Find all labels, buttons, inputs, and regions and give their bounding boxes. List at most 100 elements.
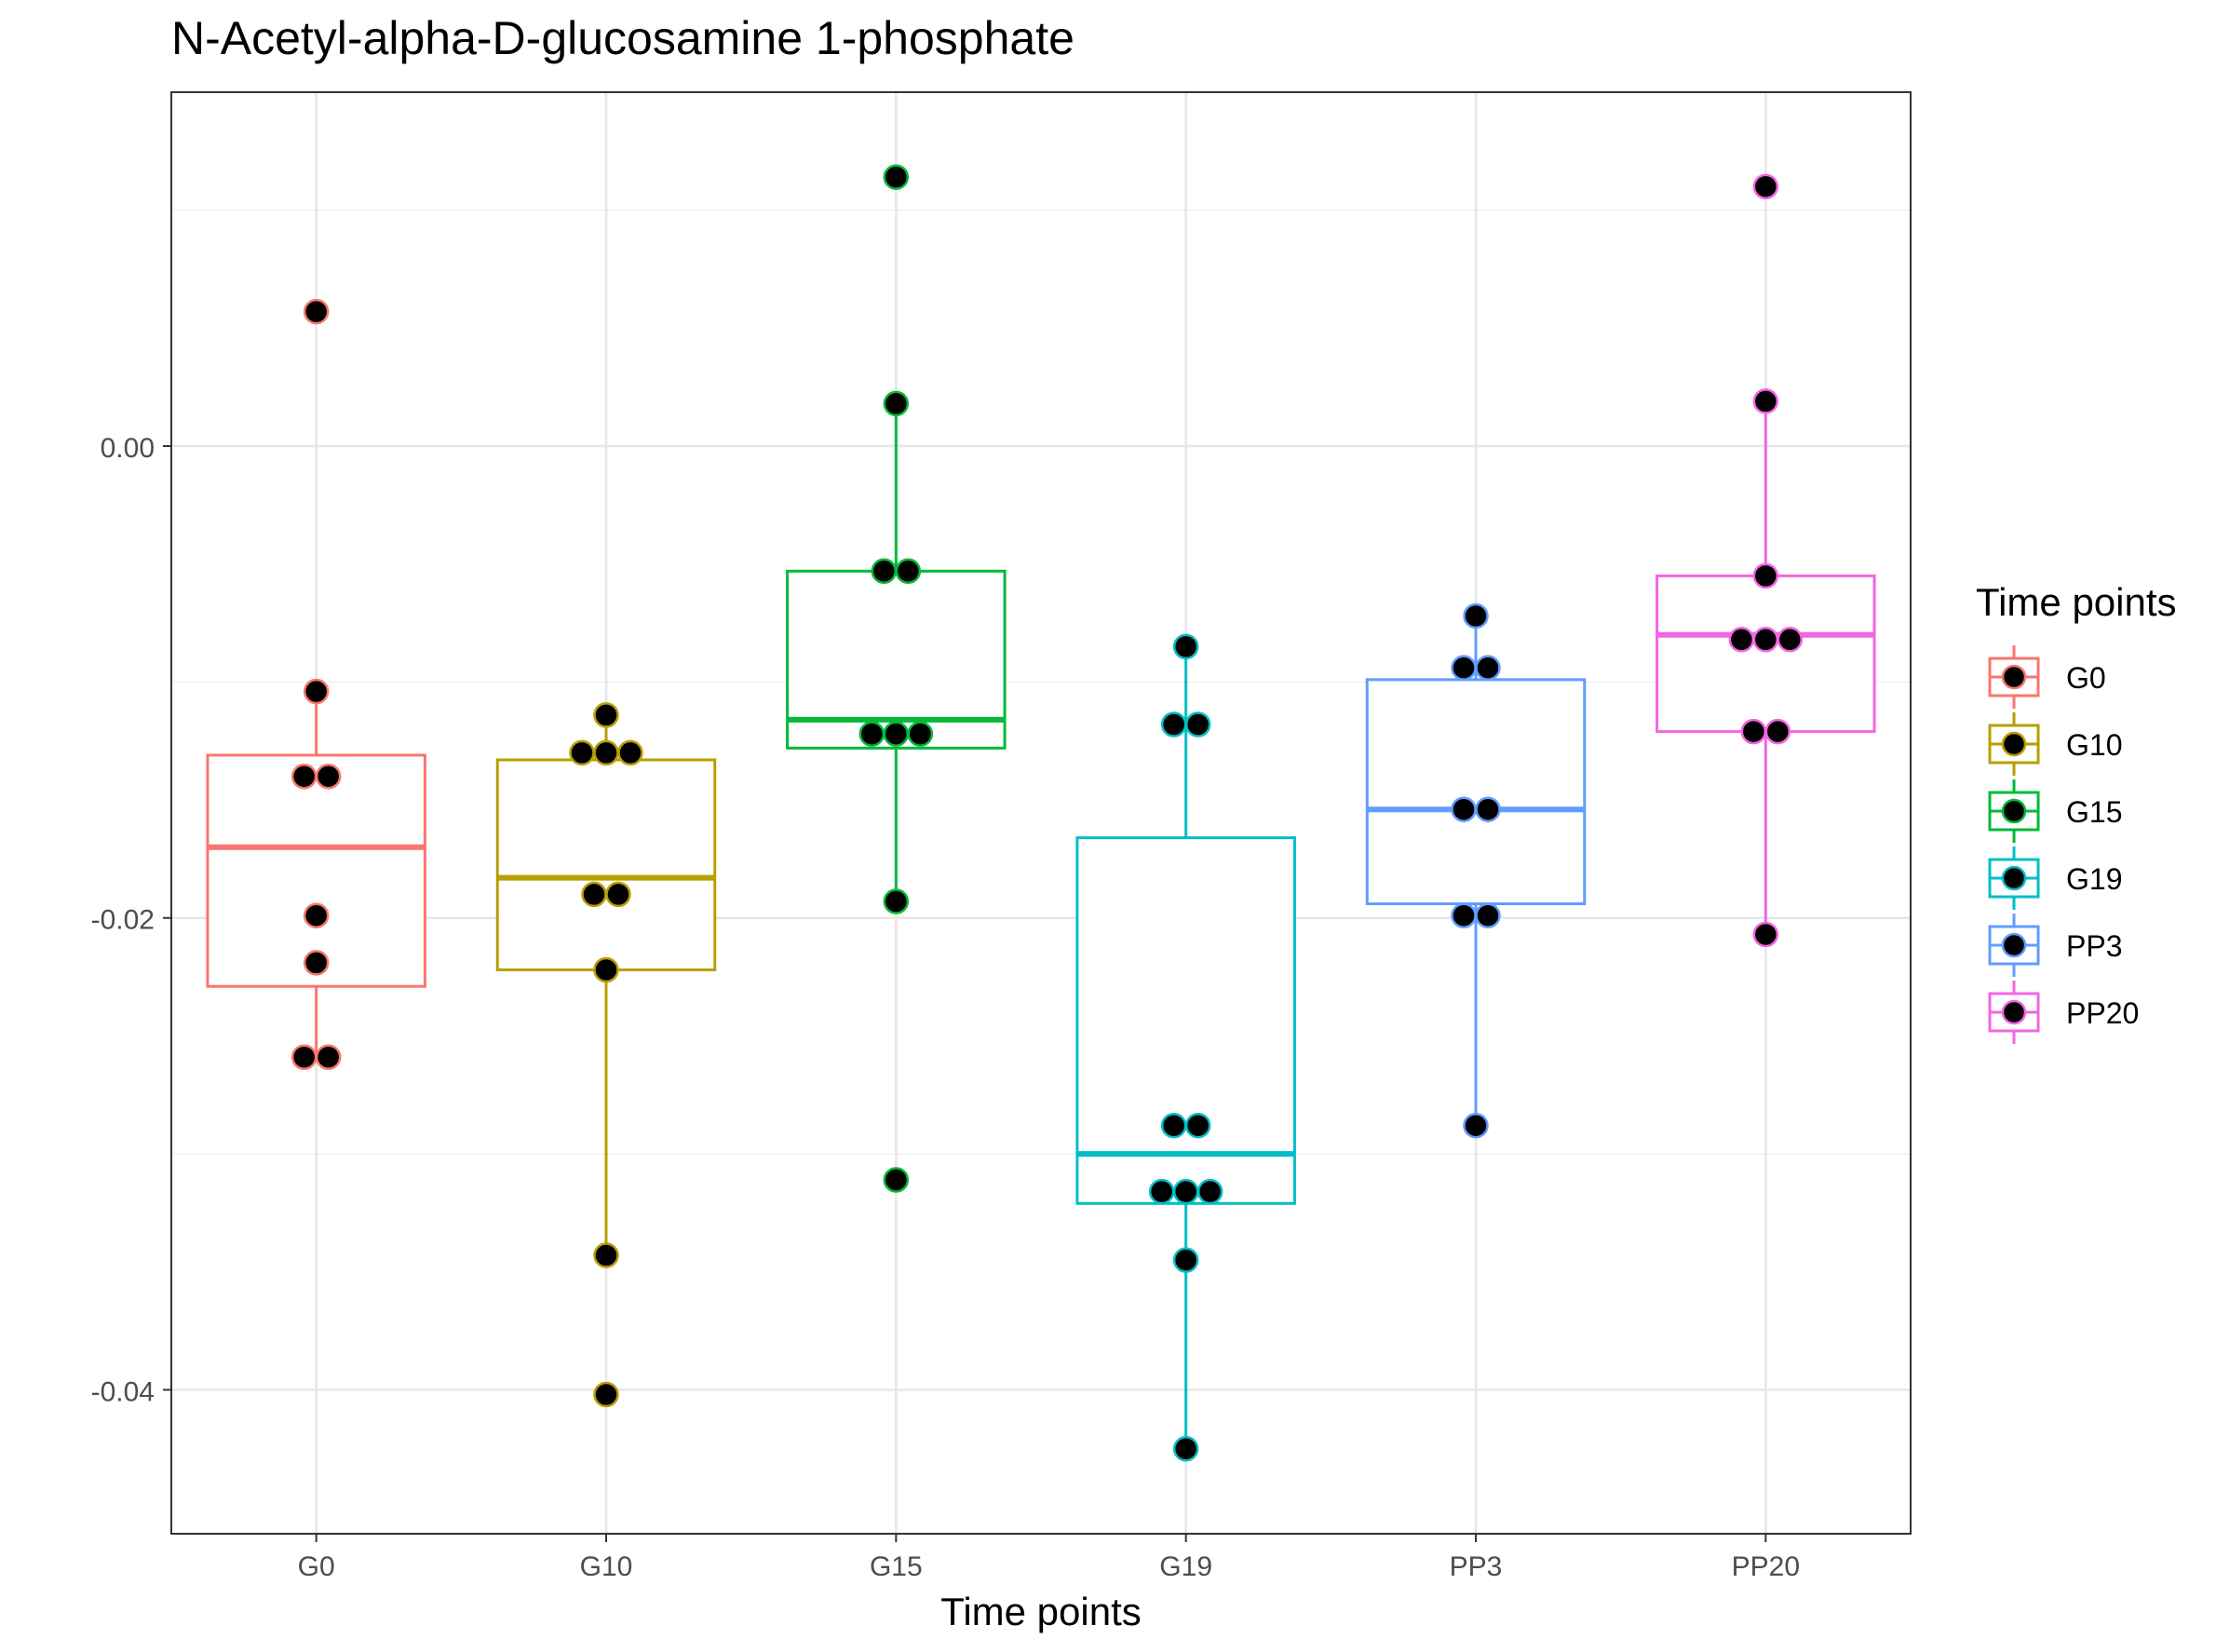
legend-item-pp3: PP3 — [1988, 914, 2122, 977]
legend-key-point — [2001, 731, 2027, 757]
data-point-g0 — [303, 950, 330, 976]
legend-label: PP20 — [2066, 996, 2139, 1030]
legend-key-point — [2001, 798, 2027, 824]
legend-key-point — [2001, 865, 2027, 891]
data-point-g19 — [1160, 1112, 1187, 1139]
data-point-g0 — [303, 678, 330, 705]
data-point-g10 — [569, 739, 595, 766]
legend-item-g15: G15 — [1988, 779, 2122, 843]
data-point-g15 — [883, 164, 910, 190]
data-point-g10 — [593, 739, 619, 766]
point-layer — [291, 164, 1804, 1462]
data-point-g10 — [593, 702, 619, 728]
y-tick-label: 0.00 — [101, 433, 155, 464]
data-point-g10 — [593, 956, 619, 983]
data-point-g0 — [315, 1044, 342, 1070]
data-point-g19 — [1160, 711, 1187, 738]
data-point-g0 — [291, 763, 318, 790]
box-iqr — [206, 753, 426, 988]
data-point-pp20 — [1752, 627, 1779, 653]
box-g19 — [1075, 646, 1296, 1449]
data-point-pp20 — [1752, 173, 1779, 200]
data-point-g10 — [593, 1381, 619, 1408]
x-tick-label: G0 — [298, 1551, 335, 1582]
x-tick-label: G15 — [870, 1551, 923, 1582]
data-point-g0 — [303, 298, 330, 325]
x-axis-label: Time points — [940, 1590, 1142, 1633]
y-tick-label: -0.04 — [91, 1376, 155, 1407]
data-point-g15 — [871, 558, 898, 585]
data-point-pp20 — [1752, 562, 1779, 589]
legend: Time points G0 G10 G15 G19 PP3 PP20 — [1976, 580, 2177, 1044]
data-point-g15 — [883, 390, 910, 417]
data-point-pp20 — [1764, 718, 1791, 745]
data-point-g19 — [1172, 633, 1199, 660]
x-tick-label: PP3 — [1450, 1551, 1503, 1582]
data-point-pp3 — [1451, 902, 1477, 928]
data-point-g19 — [1184, 711, 1211, 738]
box-pp20 — [1656, 400, 1876, 935]
data-point-g19 — [1196, 1178, 1223, 1205]
data-point-g19 — [1172, 1247, 1199, 1273]
data-point-g19 — [1172, 1436, 1199, 1462]
box-layer — [206, 400, 1876, 1449]
data-point-g10 — [581, 881, 607, 908]
legend-label: G0 — [2066, 661, 2106, 695]
y-tick-label: -0.02 — [91, 905, 155, 936]
data-point-pp20 — [1728, 627, 1755, 653]
data-point-g19 — [1184, 1112, 1211, 1139]
legend-key-point — [2001, 932, 2027, 958]
legend-item-g0: G0 — [1988, 645, 2106, 709]
box-g10 — [495, 714, 717, 1256]
data-point-pp20 — [1740, 718, 1767, 745]
data-point-pp3 — [1475, 902, 1501, 928]
data-point-g15 — [883, 888, 910, 914]
data-point-pp3 — [1463, 1112, 1489, 1139]
data-point-g10 — [605, 881, 631, 908]
box-pp3 — [1365, 616, 1587, 1126]
data-point-pp20 — [1752, 388, 1779, 414]
data-point-g15 — [907, 721, 934, 747]
data-point-g0 — [291, 1044, 318, 1070]
data-point-pp3 — [1475, 655, 1501, 681]
legend-label: G15 — [2066, 795, 2122, 829]
legend-key-point — [2001, 664, 2027, 690]
data-point-pp3 — [1475, 796, 1501, 822]
box-iqr — [495, 758, 717, 971]
data-point-pp3 — [1451, 655, 1477, 681]
box-iqr — [1656, 574, 1876, 734]
y-axis: 0.00 -0.02 -0.04 — [91, 433, 171, 1407]
x-tick-label: PP20 — [1732, 1551, 1800, 1582]
data-point-pp3 — [1463, 603, 1489, 630]
chart-title: N-Acetyl-alpha-D-glucosamine 1-phosphate — [171, 12, 1074, 64]
legend-label: PP3 — [2066, 929, 2122, 963]
box-g0 — [206, 691, 426, 1058]
data-point-g15 — [883, 721, 910, 747]
data-point-pp20 — [1752, 921, 1779, 948]
data-point-g0 — [303, 902, 330, 928]
plot-panel-border — [170, 91, 1912, 1535]
box-g15 — [786, 403, 1007, 902]
data-point-g19 — [1172, 1178, 1199, 1205]
x-tick-label: G10 — [580, 1551, 633, 1582]
x-axis: G0 G10 G15 G19 PP3 PP20 — [298, 1534, 1800, 1582]
data-point-pp3 — [1451, 796, 1477, 822]
legend-item-g19: G19 — [1988, 846, 2122, 910]
data-point-g15 — [883, 1167, 910, 1193]
data-point-g15 — [895, 558, 922, 585]
legend-item-g10: G10 — [1988, 712, 2122, 776]
legend-title: Time points — [1976, 580, 2177, 624]
data-point-g0 — [315, 763, 342, 790]
data-point-g19 — [1148, 1178, 1175, 1205]
data-point-g15 — [858, 721, 885, 747]
legend-key-point — [2001, 999, 2027, 1025]
legend-label: G10 — [2066, 728, 2122, 762]
data-point-pp20 — [1777, 627, 1804, 653]
legend-item-pp20: PP20 — [1988, 981, 2139, 1044]
data-point-g10 — [617, 739, 643, 766]
box-iqr — [1075, 836, 1296, 1205]
data-point-g10 — [593, 1242, 619, 1268]
box-iqr — [1365, 678, 1587, 906]
x-tick-label: G19 — [1159, 1551, 1212, 1582]
